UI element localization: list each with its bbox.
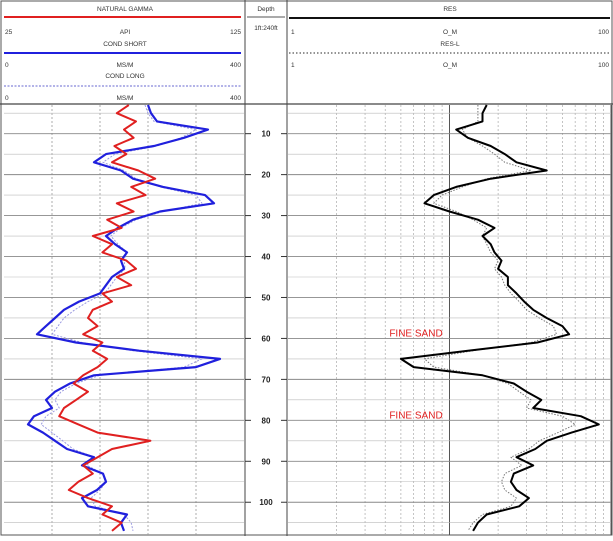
depth-tick-label: 100 (259, 498, 273, 507)
header-res-l: RES-L 1 O_M 100 (289, 41, 610, 69)
cond-long-min: 0 (5, 95, 9, 102)
gamma-min: 25 (5, 29, 13, 36)
res-l-name: RES-L (440, 41, 460, 48)
series-cond-short (26, 104, 222, 532)
cond-short-min: 0 (5, 62, 9, 69)
cond-short-unit: MS/M (117, 62, 134, 69)
depth-tick-label: 30 (262, 212, 271, 221)
annotation-fine-sand: FINE SAND (389, 410, 442, 421)
depth-tick-label: 80 (262, 416, 271, 425)
gamma-max: 125 (230, 29, 241, 36)
cond-short-max: 400 (230, 62, 241, 69)
res-unit: O_M (443, 29, 457, 36)
cond-long-unit: MS/M (117, 95, 134, 102)
header-cond-long: COND LONG 0 MS/M 400 (4, 73, 241, 102)
annotation-fine-sand: FINE SAND (389, 328, 442, 339)
depth-tick-label: 60 (262, 334, 271, 343)
depth-scale: 1ft:240ft (254, 25, 278, 32)
cond-short-name: COND SHORT (103, 41, 147, 48)
res-l-max: 100 (598, 62, 609, 69)
depth-tick-label: 40 (262, 253, 271, 262)
curve-layer (26, 104, 600, 532)
depth-tick-layer: 10 20 30 40 50 60 70 80 90 100 (245, 130, 287, 507)
header-depth: Depth 1ft:240ft (247, 6, 285, 32)
grid-layer (4, 105, 612, 535)
header-res: RES 1 O_M 100 (289, 6, 610, 36)
depth-tick-label: 50 (262, 293, 271, 302)
res-min: 1 (291, 29, 295, 36)
cond-long-max: 400 (230, 95, 241, 102)
depth-tick-label: 10 (262, 130, 271, 139)
depth-tick-label: 70 (262, 375, 271, 384)
annotation-layer: FINE SAND FINE SAND (389, 328, 442, 421)
gamma-unit: API (120, 29, 131, 36)
res-name: RES (443, 6, 457, 13)
depth-title: Depth (257, 6, 275, 13)
gamma-name: NATURAL GAMMA (97, 6, 154, 13)
depth-tick-label: 20 (262, 171, 271, 180)
cond-long-name: COND LONG (105, 73, 144, 80)
series-res-l (424, 105, 576, 532)
header-cond-short: COND SHORT 0 MS/M 400 (4, 41, 241, 69)
res-max: 100 (598, 29, 609, 36)
series-res (399, 104, 600, 532)
res-l-unit: O_M (443, 62, 457, 69)
header-natural-gamma: NATURAL GAMMA 25 API 125 (4, 6, 241, 36)
depth-tick-label: 90 (262, 457, 271, 466)
res-l-min: 1 (291, 62, 295, 69)
series-natural-gamma (58, 104, 157, 532)
